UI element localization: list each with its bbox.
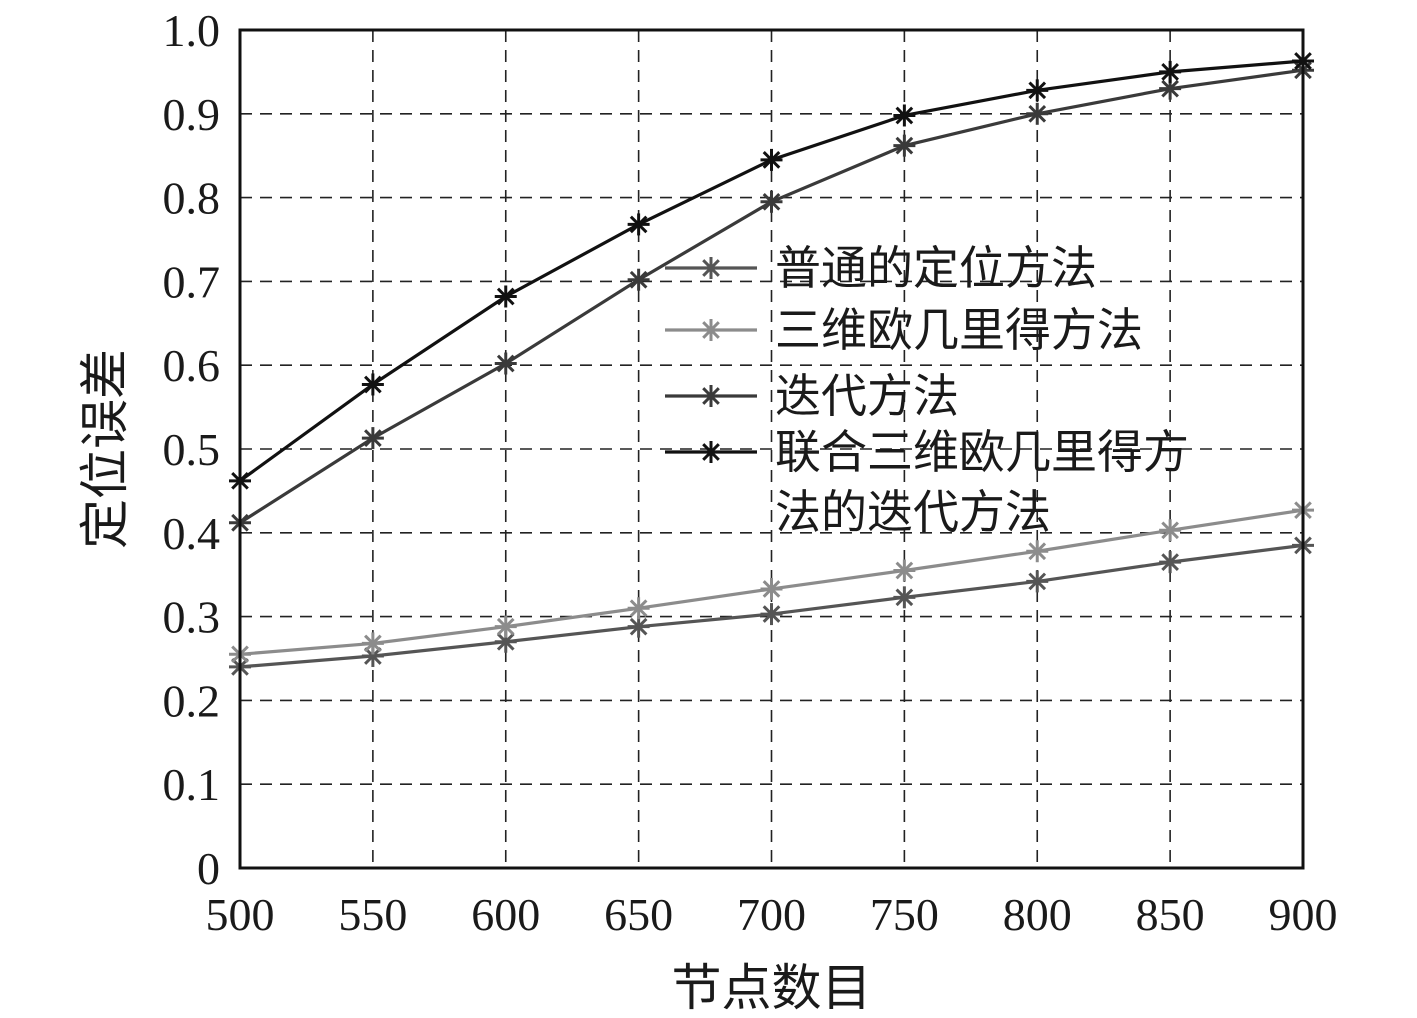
data-point xyxy=(893,104,916,127)
data-point xyxy=(760,190,783,213)
y-tick-label: 0.4 xyxy=(163,508,221,559)
data-point xyxy=(361,427,384,450)
x-tick-label: 900 xyxy=(1269,889,1338,940)
data-point xyxy=(1026,79,1049,102)
legend-item: 迭代方法 xyxy=(665,369,959,423)
x-tick-labels: 500 550 600 650 700 750 800 850 900 xyxy=(206,889,1338,940)
data-point xyxy=(760,577,783,600)
data-point xyxy=(361,632,384,655)
x-tick-label: 500 xyxy=(206,889,275,940)
series-group xyxy=(229,50,1314,678)
series-1 xyxy=(229,534,1314,678)
legend-label: 三维欧几里得方法 xyxy=(775,303,1143,357)
data-point xyxy=(760,603,783,626)
legend-label: 普通的定位方法 xyxy=(775,241,1097,295)
legend-label: 联合三维欧几里得方 xyxy=(775,425,1189,479)
y-tick-label: 0.7 xyxy=(163,256,221,307)
x-tick-label: 800 xyxy=(1003,889,1072,940)
data-point xyxy=(1159,60,1182,83)
y-tick-label: 0.1 xyxy=(163,759,221,810)
data-point xyxy=(627,213,650,236)
y-axis-label: 定位误差 xyxy=(76,349,134,549)
x-tick-label: 750 xyxy=(870,889,939,940)
legend-marker xyxy=(700,319,722,341)
legend-item: 三维欧几里得方法 xyxy=(665,303,1143,357)
data-point xyxy=(760,148,783,171)
y-tick-label: 0.2 xyxy=(163,675,221,726)
x-tick-label: 700 xyxy=(737,889,806,940)
legend-marker xyxy=(700,441,722,463)
data-point xyxy=(893,559,916,582)
data-point xyxy=(1159,77,1182,100)
y-tick-label: 0.8 xyxy=(163,173,221,224)
legend-marker xyxy=(700,385,722,407)
x-tick-label: 850 xyxy=(1136,889,1205,940)
data-point xyxy=(627,615,650,638)
y-tick-labels: 0 0.1 0.2 0.3 0.4 0.5 0.6 0.7 0.8 0.9 1.0 xyxy=(163,5,221,894)
x-tick-label: 650 xyxy=(604,889,673,940)
data-point xyxy=(893,586,916,609)
data-point xyxy=(1026,540,1049,563)
legend-label: 迭代方法 xyxy=(775,369,959,423)
y-tick-label: 0 xyxy=(197,843,220,894)
y-tick-label: 1.0 xyxy=(163,5,221,56)
legend-item: 普通的定位方法 xyxy=(665,241,1097,295)
x-tick-label: 600 xyxy=(471,889,540,940)
data-point xyxy=(494,630,517,653)
plot-frame xyxy=(238,28,1305,870)
x-tick-label: 550 xyxy=(338,889,407,940)
data-point xyxy=(494,615,517,638)
y-tick-label: 0.6 xyxy=(163,340,221,391)
data-point xyxy=(627,268,650,291)
legend-label: 法的迭代方法 xyxy=(775,485,1051,539)
y-tick-label: 0.5 xyxy=(163,424,221,475)
legend-marker xyxy=(700,257,722,279)
y-tick-label: 0.9 xyxy=(163,89,221,140)
data-point xyxy=(494,352,517,375)
x-axis-label: 节点数目 xyxy=(672,959,872,1017)
data-point xyxy=(893,134,916,157)
data-point xyxy=(494,285,517,308)
y-tick-label: 0.3 xyxy=(163,592,221,643)
data-point xyxy=(627,597,650,620)
data-point xyxy=(1159,519,1182,542)
grid-lines xyxy=(240,30,1303,868)
data-point xyxy=(1026,570,1049,593)
data-point xyxy=(1159,551,1182,574)
data-point xyxy=(361,373,384,396)
data-point xyxy=(1026,102,1049,125)
